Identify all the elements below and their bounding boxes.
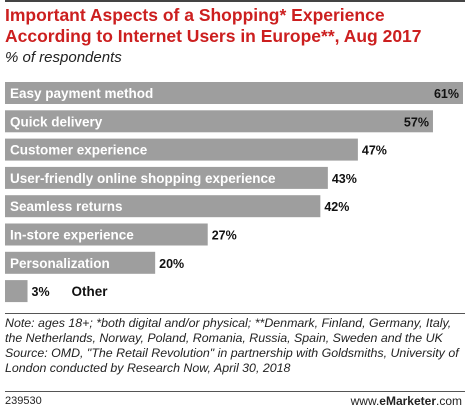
source-text: Source: OMD, "The Retail Revolution" in …: [5, 346, 459, 375]
top-rule: [5, 0, 465, 2]
value-label: 57%: [404, 115, 429, 129]
brand-prefix: www.: [350, 394, 380, 408]
note-text: Note: ages 18+; *both digital and/or phy…: [5, 316, 452, 345]
bar-7: [5, 280, 28, 303]
value-label: 20%: [159, 257, 184, 271]
brand-logo: www.eMarketer.com: [351, 394, 462, 408]
chart-subtitle: % of respondents: [5, 49, 122, 66]
category-label: Seamless returns: [10, 199, 123, 214]
value-label: 3%: [32, 285, 50, 299]
brand-suffix: .com: [435, 394, 462, 408]
bar-5: [5, 223, 208, 246]
bar-2: [5, 138, 358, 161]
footer-divider: [5, 391, 465, 392]
notes-block: Note: ages 18+; *both digital and/or phy…: [5, 316, 465, 376]
bar-6: [5, 251, 156, 274]
value-label: 43%: [332, 172, 357, 186]
brand-name: eMarketer: [379, 394, 436, 408]
value-label: 27%: [212, 229, 237, 243]
category-label: In-store experience: [10, 228, 134, 243]
chart-id: 239530: [5, 395, 42, 407]
chart-title: Important Aspects of a Shopping* Experie…: [5, 5, 422, 46]
category-label: Other: [72, 284, 109, 299]
category-label: User-friendly online shopping experience: [10, 171, 276, 186]
bar-4: [5, 195, 321, 218]
value-label: 47%: [362, 144, 387, 158]
value-label: 42%: [324, 200, 349, 214]
category-label: Quick delivery: [10, 114, 103, 129]
notes-divider: [5, 313, 465, 314]
bar-1: [5, 110, 433, 133]
category-label: Personalization: [10, 256, 110, 271]
category-label: Customer experience: [10, 143, 148, 158]
bar-0: [5, 82, 463, 104]
bar-3: [5, 166, 328, 189]
category-label: Easy payment method: [10, 86, 153, 101]
value-label: 61%: [434, 87, 459, 101]
